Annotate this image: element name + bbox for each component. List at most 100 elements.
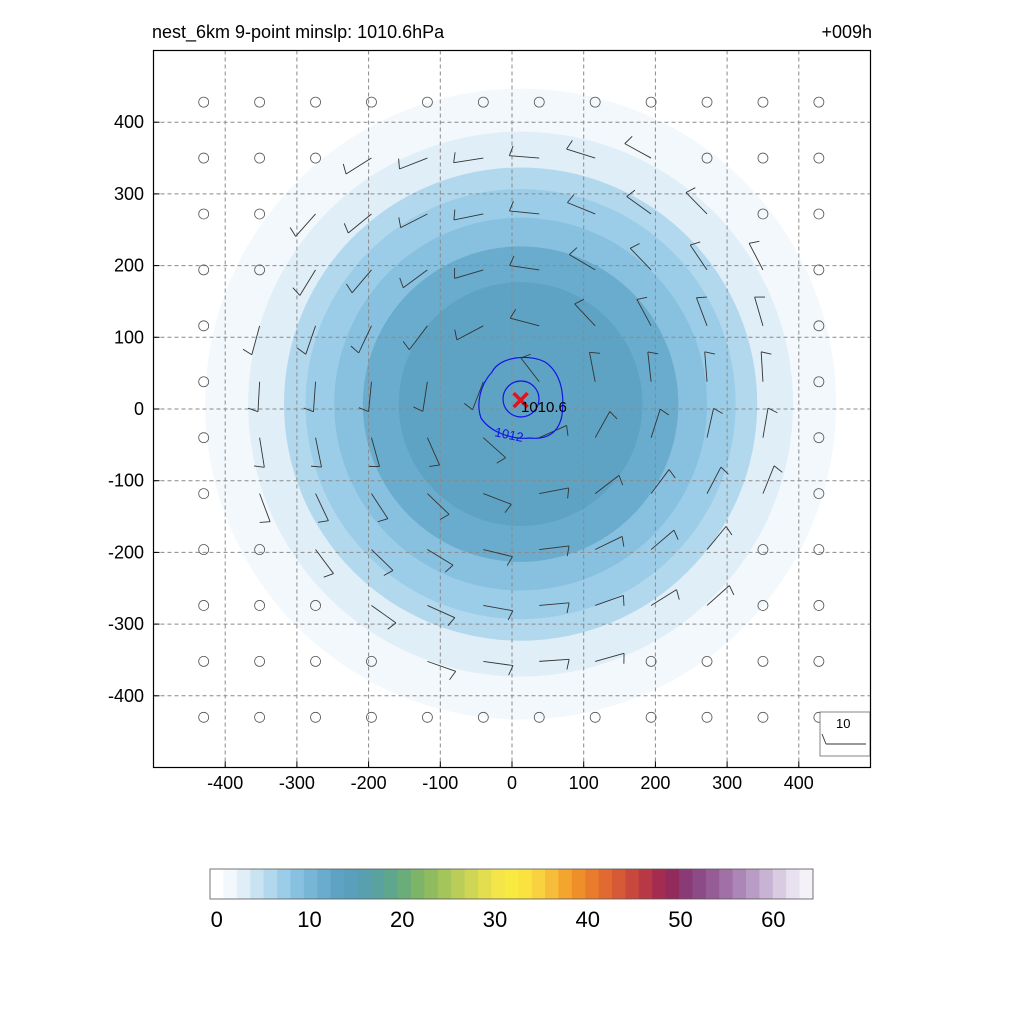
wind-barb-flag <box>454 329 458 340</box>
wind-barb <box>315 549 334 574</box>
wind-barb-flag <box>630 243 640 249</box>
colorbar-swatch <box>223 869 238 899</box>
colorbar-swatch <box>263 869 278 899</box>
wind-barb-flag <box>508 665 514 676</box>
colorbar-swatch <box>518 869 532 899</box>
wind-barb-flag <box>342 163 347 175</box>
wind-barb-flag <box>449 671 457 681</box>
wind-barb <box>259 437 265 468</box>
wind-barb <box>483 660 514 667</box>
wind-barb <box>371 493 389 519</box>
calm-wind-circle <box>198 264 210 276</box>
wind-barb <box>626 196 652 215</box>
x-tick-label: -100 <box>422 773 458 793</box>
x-tick-label: 200 <box>640 773 670 793</box>
wind-barb <box>539 602 570 606</box>
wind-barb <box>589 352 596 382</box>
colorbar-swatch <box>370 869 385 899</box>
wind-barb <box>422 381 428 412</box>
colorbar-swatch <box>330 869 345 899</box>
colorbar-tick-label: 20 <box>390 907 414 932</box>
wind-barb <box>313 381 316 412</box>
wind-barb <box>595 652 625 662</box>
calm-wind-circle <box>757 208 769 220</box>
calm-wind-circle <box>813 544 825 555</box>
calm-wind-circle <box>198 96 210 108</box>
wind-barb <box>305 325 316 355</box>
colorbar-swatch <box>585 869 599 899</box>
colorbar-swatch <box>665 869 680 899</box>
calm-wind-circle <box>254 600 266 611</box>
wind-barb-flag <box>767 407 778 414</box>
wind-barb <box>456 325 484 341</box>
colorbar-swatch <box>397 869 412 899</box>
wind-barb <box>594 411 611 438</box>
x-tick-label: -400 <box>207 773 243 793</box>
wind-barb-flag <box>387 622 397 630</box>
wind-barb-flag <box>377 518 389 523</box>
calm-wind-circle <box>366 711 377 723</box>
wind-barb-flag <box>247 407 259 413</box>
calm-wind-circle <box>813 96 825 108</box>
colorbar-swatch <box>451 869 465 899</box>
wind-speed-field <box>169 52 871 756</box>
colorbar-swatch <box>558 869 573 899</box>
calm-wind-circle <box>198 544 210 555</box>
colorbar-swatch <box>545 869 559 899</box>
wind-barb <box>483 437 506 459</box>
wind-barb-flag <box>589 351 600 354</box>
wind-barb <box>427 660 456 672</box>
wind-barb-flag <box>318 520 329 523</box>
wind-barb-flag <box>323 573 334 578</box>
wind-barb-flag <box>439 513 450 520</box>
wind-barb <box>647 351 652 382</box>
wind-barb-flag <box>647 351 659 355</box>
wind-barb <box>539 545 570 550</box>
wind-barb <box>315 437 322 468</box>
calm-wind-circle <box>421 96 433 108</box>
colorbar-frame <box>209 868 814 900</box>
calm-wind-circle <box>701 655 713 667</box>
wind-barb <box>259 493 271 522</box>
wind-barb <box>696 297 708 326</box>
calm-wind-circle <box>254 96 266 108</box>
wind-barb-flag <box>713 408 723 414</box>
calm-wind-circle <box>757 96 769 108</box>
wind-barb-flag <box>621 536 625 547</box>
wind-barb-flag <box>569 247 578 255</box>
wind-barb-flag <box>749 240 760 244</box>
calm-wind-circle <box>254 711 266 723</box>
wind-barb <box>368 381 372 412</box>
wind-barb-flag <box>509 255 515 266</box>
calm-wind-circle <box>310 655 321 667</box>
colorbar-swatch <box>437 869 452 899</box>
calm-wind-circle <box>198 655 210 667</box>
y-tick-label: 400 <box>114 112 144 132</box>
x-tick-label: 0 <box>507 773 517 793</box>
wind-barb-flag <box>506 556 513 566</box>
wind-barb <box>483 549 513 558</box>
storm-center-layer: 1010.6 <box>512 391 567 416</box>
pressure-contour-inner <box>502 380 540 418</box>
wind-barb <box>624 143 652 159</box>
colorbar-swatch <box>679 869 693 899</box>
wind-barb-flag <box>773 465 783 473</box>
wind-barb-flag <box>636 296 648 300</box>
calm-wind-circle <box>254 152 266 164</box>
wind-barb-flag <box>398 217 402 228</box>
wind-reference-legend: 10 <box>819 711 871 757</box>
wind-barb <box>539 487 569 495</box>
wind-barb <box>400 213 428 229</box>
wind-barb-flag <box>626 189 636 197</box>
calm-wind-circle <box>310 711 321 723</box>
wind-barb <box>685 192 708 215</box>
wind-barb <box>295 213 316 237</box>
x-tick-label: 400 <box>784 773 814 793</box>
wind-barb <box>594 536 623 550</box>
wind-barb <box>453 213 484 221</box>
wind-barb <box>748 243 764 271</box>
wind-barb <box>251 325 261 355</box>
wind-barb-flag <box>618 475 624 486</box>
y-tick-label: 300 <box>114 184 144 204</box>
